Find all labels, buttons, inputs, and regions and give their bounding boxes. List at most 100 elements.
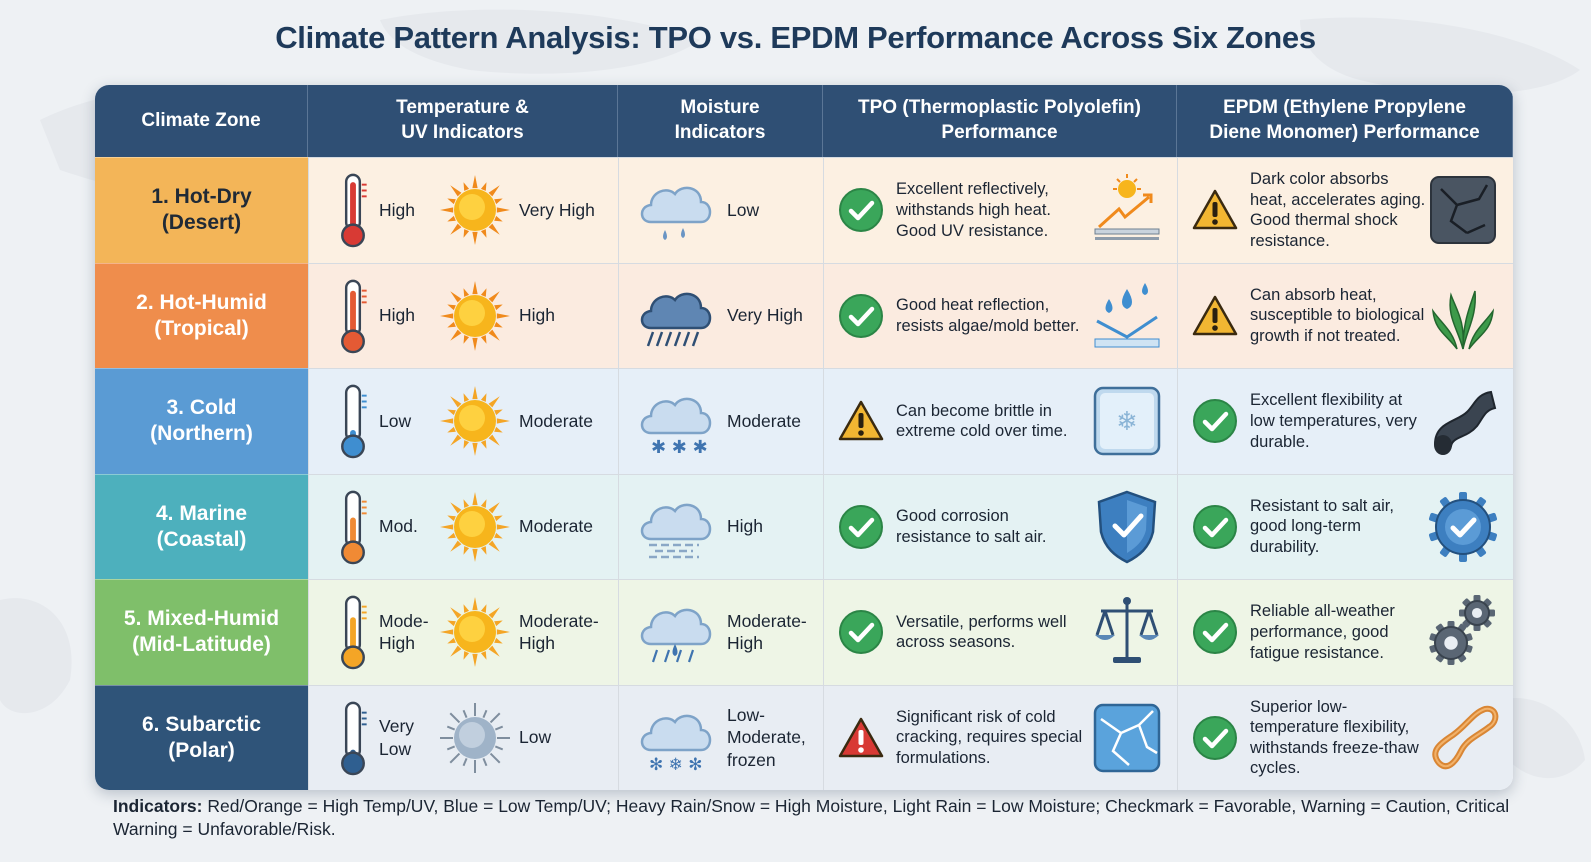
tpo-performance-cell: Excellent reflectively, withstands high …: [823, 157, 1177, 263]
checkmark-icon: [1193, 399, 1237, 444]
zone-subtitle: (Coastal): [156, 527, 247, 551]
legend-text: Red/Orange = High Temp/UV, Blue = Low Te…: [113, 796, 1510, 839]
epdm-performance-text: Dark color absorbs heat, accelerates agi…: [1250, 170, 1426, 250]
checkmark-icon: [1193, 715, 1237, 760]
water-drops-icon: [1094, 282, 1160, 348]
temperature-cell: Mode-High Moderate-High: [308, 579, 618, 685]
temperature-cell: High Very High: [308, 157, 618, 263]
mixed-cloud-icon: [640, 608, 712, 663]
epdm-performance-text: Excellent flexibility at low temperature…: [1250, 391, 1417, 451]
svg-text:✱ ✱ ✱: ✱ ✱ ✱: [651, 437, 708, 458]
header-temp-line2: UV Indicators: [401, 122, 524, 143]
cracked-surface-icon: [1430, 176, 1496, 245]
header-moist-line1: Moisture: [680, 97, 760, 119]
epdm-performance-cell: Excellent flexibility at low temperature…: [1177, 368, 1513, 474]
tpo-performance-cell: Good corrosion resistance to salt air.: [823, 473, 1177, 579]
uv-value: Very High: [519, 199, 595, 220]
zone-subtitle: (Desert): [161, 211, 242, 235]
thermometer-icon: [341, 701, 367, 776]
table-grid: Climate Zone Temperature & UV Indicators …: [95, 85, 1513, 790]
zone-name: 1. Hot-Dry: [151, 185, 252, 208]
checkmark-icon: [839, 504, 883, 549]
epdm-performance-cell: Superior low-temperature flexibility, wi…: [1177, 684, 1513, 790]
climate-zone-cell: 2. Hot-Humid (Tropical): [95, 262, 308, 368]
snow-cloud-icon: ✱ ✱ ✱: [640, 397, 712, 458]
tpo-performance-text: Significant risk of cold cracking, requi…: [896, 707, 1083, 768]
zone-name: 2. Hot-Humid: [136, 290, 267, 314]
climate-zone-cell: 5. Mixed-Humid (Mid-Latitude): [95, 579, 308, 685]
tpo-performance-cell: Versatile, performs well across seasons.: [823, 579, 1177, 685]
header-climate-zone-label: Climate Zone: [141, 109, 261, 131]
epdm-performance-text: Reliable all-weather performance, good f…: [1250, 602, 1395, 662]
epdm-performance-text: Resistant to salt air, good long-term du…: [1250, 496, 1394, 557]
temperature-value: Low: [379, 410, 412, 431]
moisture-value: Low: [727, 199, 760, 220]
tpo-performance-cell: Good heat reflection, resists algae/mold…: [823, 262, 1177, 368]
moisture-value: Very High: [727, 305, 803, 326]
checkmark-icon: [1193, 504, 1237, 549]
dim-sun-icon: [440, 702, 510, 773]
zone-name: 6. Subarctic: [141, 712, 262, 736]
thermometer-icon: [341, 595, 367, 670]
svg-text:✻ ❄ ✻: ✻ ❄ ✻: [649, 755, 703, 775]
warning-icon: [1192, 295, 1238, 335]
indicator-legend: Indicators: Red/Orange = High Temp/UV, B…: [113, 795, 1513, 841]
temperature-cell: Low Moderate: [308, 368, 618, 474]
epdm-performance-cell: Dark color absorbs heat, accelerates agi…: [1177, 157, 1513, 263]
cracked-ice-icon: [1093, 703, 1161, 772]
zone-name: 4. Marine: [155, 501, 248, 525]
zone-subtitle: (Northern): [150, 422, 253, 446]
climate-zone-cell: 6. Subarctic (Polar): [95, 684, 308, 790]
climate-zone-cell: 3. Cold (Northern): [95, 368, 308, 474]
moisture-cell: ✻ ❄ ✻ Low-Moderate, frozen: [618, 684, 823, 790]
flexible-band-icon: [1432, 705, 1499, 769]
climate-zone-cell: 1. Hot-Dry (Desert): [95, 157, 308, 263]
header-epdm-line2: Diene Monomer) Performance: [1209, 122, 1480, 143]
tpo-performance-text: Excellent reflectively, withstands high …: [896, 180, 1052, 240]
uv-value: Moderate: [519, 410, 593, 431]
warning-icon: [838, 401, 884, 441]
header-tpo-line2: Performance: [941, 122, 1058, 143]
header-moist-line2: Indicators: [674, 122, 766, 143]
header-temperature: Temperature & UV Indicators: [308, 85, 618, 157]
climate-zone-cell: 4. Marine (Coastal): [95, 473, 308, 579]
moisture-cell: High: [618, 473, 823, 579]
sun-icon: [440, 386, 510, 457]
moisture-value: High: [727, 516, 763, 537]
uv-value: Moderate-High: [519, 610, 599, 654]
sun-reflection-icon: [1094, 174, 1160, 241]
sun-icon: [440, 597, 510, 668]
zone-name: 3. Cold: [166, 396, 237, 419]
thermometer-icon: [341, 279, 367, 354]
tpo-performance-text: Good heat reflection, resists algae/mold…: [896, 296, 1080, 335]
header-tpo: TPO (Thermoplastic Polyolefin) Performanc…: [823, 85, 1177, 157]
moisture-cell: ✱ ✱ ✱ Moderate: [618, 368, 823, 474]
tpo-performance-text: Versatile, performs well across seasons.: [896, 612, 1067, 652]
temperature-value: Mod.: [379, 516, 418, 537]
legend-label: Indicators:: [113, 796, 203, 816]
checkmark-icon: [839, 188, 883, 233]
sun-icon: [440, 280, 510, 351]
moisture-cell: Moderate-High: [618, 579, 823, 685]
zone-subtitle: (Tropical): [154, 316, 249, 340]
temperature-value: High: [379, 199, 415, 220]
header-temp-line1: Temperature &: [396, 97, 529, 119]
gear-badge-icon: [1428, 491, 1498, 562]
epdm-performance-cell: Reliable all-weather performance, good f…: [1177, 579, 1513, 685]
comparison-table: Climate Zone Temperature & UV Indicators …: [95, 85, 1513, 790]
frost-panel-icon: ❄: [1093, 387, 1161, 456]
zone-name: 5. Mixed-Humid: [123, 607, 280, 630]
epdm-performance-cell: Resistant to salt air, good long-term du…: [1177, 473, 1513, 579]
flexible-pipe-icon: [1433, 391, 1497, 456]
svg-text:❄: ❄: [1116, 407, 1138, 437]
header-climate-zone: Climate Zone: [95, 85, 308, 157]
moisture-cell: Low: [618, 157, 823, 263]
zone-subtitle: (Polar): [168, 738, 235, 762]
header-moisture: Moisture Indicators: [618, 85, 823, 157]
frozen-cloud-icon: ✻ ❄ ✻: [640, 714, 712, 775]
algae-icon: [1431, 290, 1495, 350]
uv-value: Low: [519, 727, 552, 748]
light-cloud-icon: [640, 186, 712, 241]
uv-value: Moderate: [519, 516, 593, 537]
tpo-performance-text: Can become brittle in extreme cold over …: [896, 401, 1068, 441]
